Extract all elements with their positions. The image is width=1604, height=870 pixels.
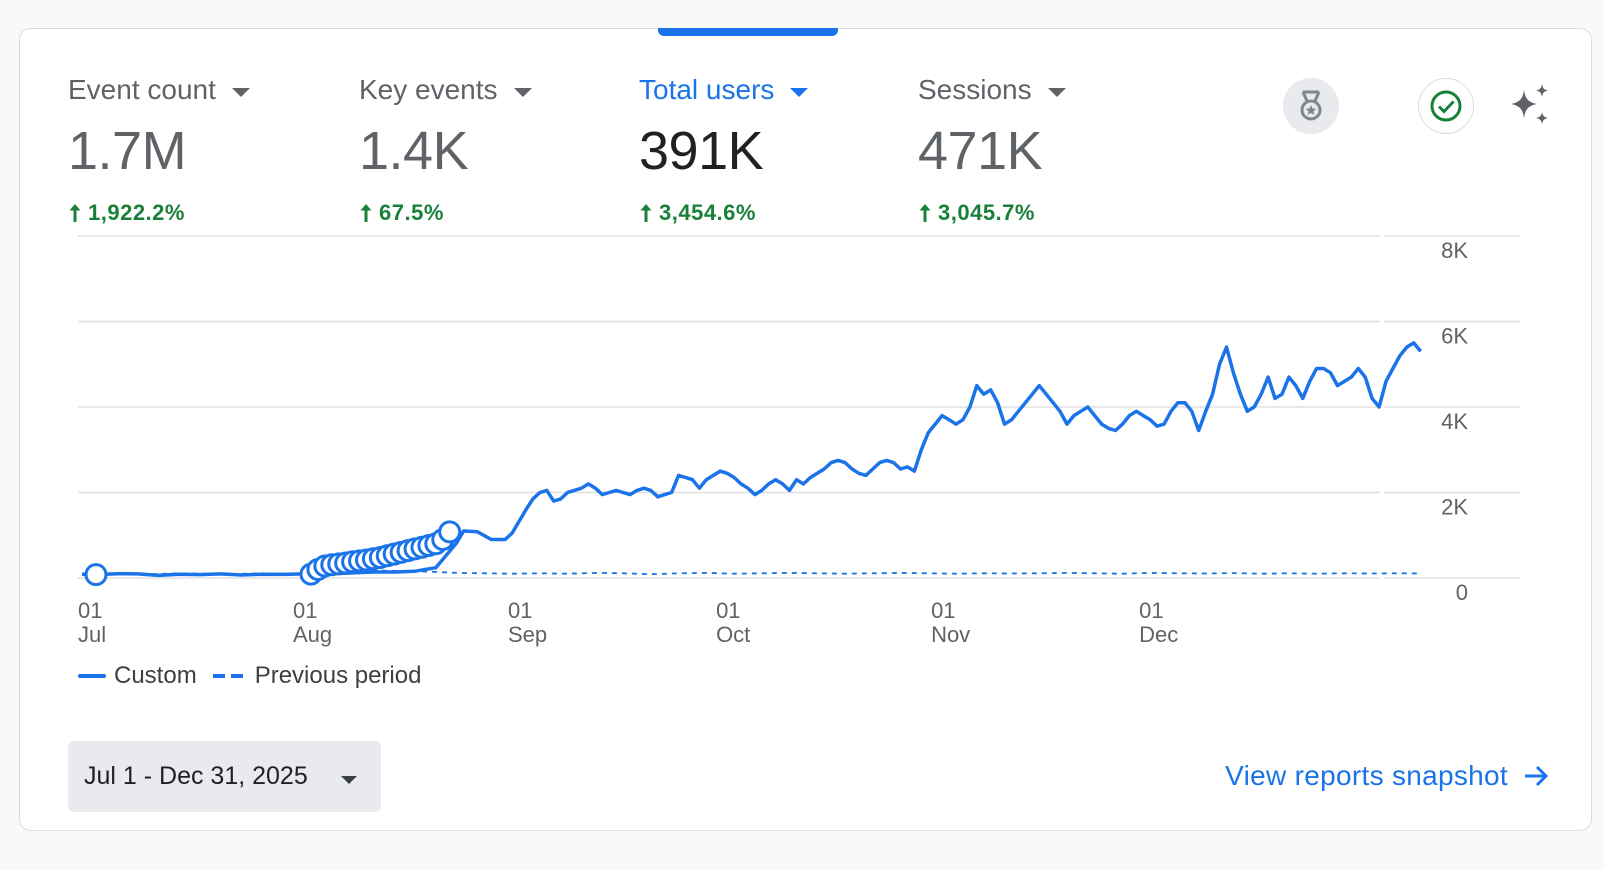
date-range-label: Jul 1 - Dec 31, 2025 bbox=[84, 762, 308, 790]
metric-key-events-header[interactable]: Key events bbox=[359, 70, 532, 110]
metric-sessions[interactable]: Sessions 471K 3,045.7% bbox=[918, 70, 1066, 226]
annotation-marker[interactable] bbox=[84, 563, 108, 587]
metric-change: 1,922.2% bbox=[68, 200, 250, 226]
metric-change-value: 67.5% bbox=[379, 200, 444, 225]
series-custom-line bbox=[82, 341, 1423, 578]
y-tick-label: 4K bbox=[1441, 409, 1468, 434]
metric-change: 3,045.7% bbox=[918, 200, 1066, 226]
x-tick-day-label: 01 bbox=[293, 598, 317, 623]
sparkle-icon bbox=[1511, 84, 1548, 124]
x-tick-day-label: 01 bbox=[1139, 598, 1163, 623]
arrow-up-icon bbox=[69, 204, 81, 222]
legend-dashed-line-icon bbox=[212, 674, 243, 678]
metric-label: Event count bbox=[68, 74, 216, 105]
metric-total-users-header[interactable]: Total users bbox=[639, 70, 809, 110]
metric-label: Sessions bbox=[918, 74, 1032, 105]
caret-down-icon bbox=[1047, 87, 1066, 97]
metric-change: 3,454.6% bbox=[639, 200, 808, 226]
caret-down-icon bbox=[231, 87, 250, 97]
caret-down-icon bbox=[341, 776, 357, 784]
arrow-up-icon bbox=[360, 204, 372, 222]
y-tick-label: 2K bbox=[1441, 495, 1468, 520]
series-previous-period-line bbox=[82, 569, 1421, 576]
chart-legend: Custom Previous period bbox=[78, 662, 421, 690]
x-tick-month-label: Oct bbox=[716, 622, 750, 647]
arrow-up-icon bbox=[640, 204, 652, 222]
metric-change-value: 3,045.7% bbox=[938, 200, 1035, 225]
metric-label: Total users bbox=[639, 74, 775, 105]
insights-button[interactable] bbox=[1500, 76, 1560, 136]
legend-solid-line-icon bbox=[78, 674, 106, 678]
check-circle-icon bbox=[1430, 90, 1462, 122]
x-tick-month-label: Nov bbox=[931, 622, 970, 647]
x-tick-month-label: Dec bbox=[1139, 622, 1178, 647]
check-status-button[interactable] bbox=[1418, 78, 1474, 134]
y-tick-label: 8K bbox=[1441, 238, 1468, 263]
metric-value: 1.4K bbox=[359, 121, 469, 181]
medal-icon bbox=[1300, 90, 1322, 121]
metric-event-count-header[interactable]: Event count bbox=[68, 70, 250, 110]
metric-value: 1.7M bbox=[68, 121, 187, 181]
metric-change: 67.5% bbox=[359, 200, 532, 226]
view-reports-label: View reports snapshot bbox=[1225, 760, 1508, 791]
medal-button[interactable] bbox=[1283, 78, 1339, 134]
x-tick-month-label: Aug bbox=[293, 622, 332, 647]
overview-card bbox=[19, 28, 1592, 831]
legend-current-label: Custom bbox=[114, 662, 197, 689]
arrow-up-icon bbox=[919, 204, 931, 222]
metric-change-value: 1,922.2% bbox=[88, 200, 185, 225]
x-tick-month-label: Sep bbox=[508, 622, 547, 647]
x-tick-month-label: Jul bbox=[78, 622, 106, 647]
metric-change-value: 3,454.6% bbox=[659, 200, 756, 225]
metric-value: 471K bbox=[918, 121, 1043, 181]
caret-down-icon bbox=[790, 87, 809, 97]
x-tick-day-label: 01 bbox=[716, 598, 740, 623]
caret-down-icon bbox=[513, 87, 532, 97]
x-tick-day-label: 01 bbox=[931, 598, 955, 623]
legend-previous-label: Previous period bbox=[254, 662, 422, 689]
metric-label: Key events bbox=[359, 74, 498, 105]
active-tab-indicator bbox=[658, 28, 838, 36]
metric-key-events[interactable]: Key events 1.4K 67.5% bbox=[359, 70, 532, 226]
x-tick-day-label: 01 bbox=[508, 598, 532, 623]
view-reports-snapshot-link[interactable]: View reports snapshot bbox=[1225, 760, 1550, 792]
date-range-selector[interactable]: Jul 1 - Dec 31, 2025 bbox=[68, 741, 381, 812]
metric-value: 391K bbox=[639, 121, 764, 181]
y-tick-label: 6K bbox=[1441, 324, 1468, 349]
x-tick-day-label: 01 bbox=[78, 598, 102, 623]
y-tick-label: 0 bbox=[1456, 580, 1468, 605]
metric-sessions-header[interactable]: Sessions bbox=[918, 70, 1066, 110]
arrow-right-icon bbox=[1525, 765, 1549, 787]
annotation-marker[interactable] bbox=[438, 520, 462, 544]
metric-total-users[interactable]: Total users 391K 3,454.6% bbox=[639, 70, 809, 226]
metric-event-count[interactable]: Event count 1.7M 1,922.2% bbox=[68, 70, 250, 226]
